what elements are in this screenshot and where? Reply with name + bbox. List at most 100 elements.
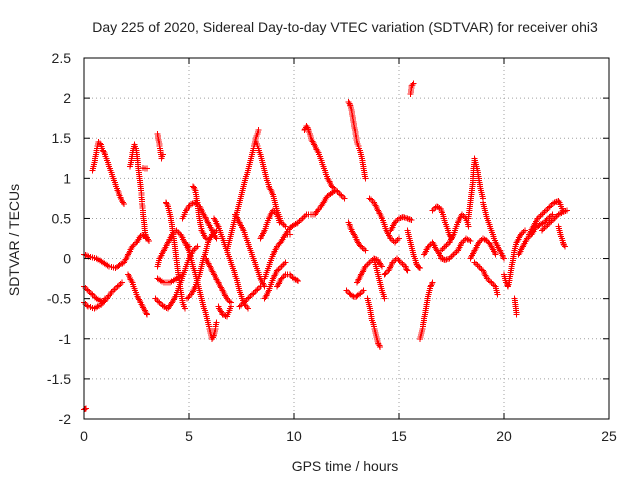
data-point [328,183,335,190]
data-point [221,312,227,319]
data-point [83,302,90,309]
data-point [366,259,373,266]
data-point [251,288,258,295]
data-point [534,215,541,222]
data-point [89,291,96,298]
data-point [524,235,531,242]
data-point [403,264,409,271]
data-point [428,282,435,289]
series-t13 [154,271,186,286]
data-point [443,256,450,263]
data-point [303,123,310,130]
data-point [116,282,122,289]
data-point [361,246,367,253]
y-axis-title: SDTVAR / TECUs [6,184,22,296]
series-t57 [538,207,570,234]
data-point [209,335,216,342]
data-point [362,263,369,270]
data-point [278,263,285,270]
data-point [190,184,197,191]
data-point [488,279,495,286]
data-point [537,212,544,219]
data-point [438,255,444,262]
data-point [109,287,116,294]
data-point [461,214,468,221]
x-axis-title: GPS time / hours [292,458,399,474]
data-point [295,219,302,226]
data-point [404,215,411,222]
series-t44 [417,279,436,342]
series-t52 [480,199,507,262]
data-point [397,214,404,221]
y-tick-label: 0.5 [52,210,72,226]
series-t21 [215,303,234,320]
series-t32 [312,187,339,218]
data-point [410,80,417,87]
data-point [547,212,554,219]
data-point [489,280,496,287]
data-point [343,287,350,294]
data-point [407,216,414,223]
data-point [210,230,217,237]
data-point [428,280,435,287]
data-point [548,202,555,209]
data-point [362,247,369,254]
x-tick-label: 25 [601,428,617,444]
data-point [83,286,90,293]
data-point [545,220,552,227]
series-t31 [301,123,348,202]
data-point [465,223,472,230]
data-point [279,274,286,281]
series-t27 [261,231,293,282]
data-point [275,266,282,273]
data-point [113,285,120,292]
data-point [520,228,527,235]
data-point [389,236,395,243]
data-point [477,264,484,271]
data-point [335,190,342,197]
series-t17 [183,227,220,302]
series-t58 [555,223,568,250]
data-point [431,206,437,213]
series-t29 [274,271,302,290]
x-tick-label: 5 [185,428,193,444]
data-point [542,218,549,225]
data-point [381,271,388,278]
data-point [191,246,198,253]
data-point [146,237,153,244]
data-point [118,279,125,286]
data-point [358,288,365,295]
data-point [114,283,121,290]
data-point [253,287,260,294]
data-point [315,207,322,214]
data-point [545,215,552,222]
x-tick-label: 10 [286,428,302,444]
data-point [155,298,162,305]
data-point [494,291,501,298]
data-point [281,222,288,229]
series-t30 [282,211,318,238]
data-point [111,286,118,293]
data-point [408,217,415,224]
data-point [522,227,528,234]
data-point [467,237,474,244]
data-point [286,271,293,278]
data-point [254,286,261,293]
data-point [541,224,548,231]
data-point [549,211,556,218]
series-t54 [511,295,520,318]
data-point [550,216,556,223]
data-point [558,209,565,216]
data-point [517,231,524,238]
series-t48 [438,235,474,264]
data-point [415,264,422,271]
data-point [278,275,285,282]
data-point [190,183,197,190]
data-point [249,291,255,298]
series-t37 [364,295,384,350]
data-point [387,235,394,242]
data-point [513,311,520,318]
series-t26 [257,207,283,242]
